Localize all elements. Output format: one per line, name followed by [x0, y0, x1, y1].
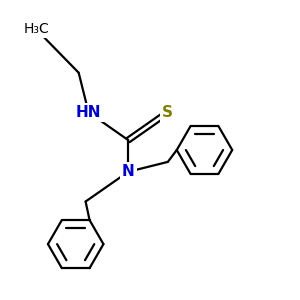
Text: N: N — [122, 164, 135, 179]
Text: H₃C: H₃C — [23, 22, 49, 36]
Text: S: S — [162, 105, 173, 120]
Text: HN: HN — [76, 105, 101, 120]
